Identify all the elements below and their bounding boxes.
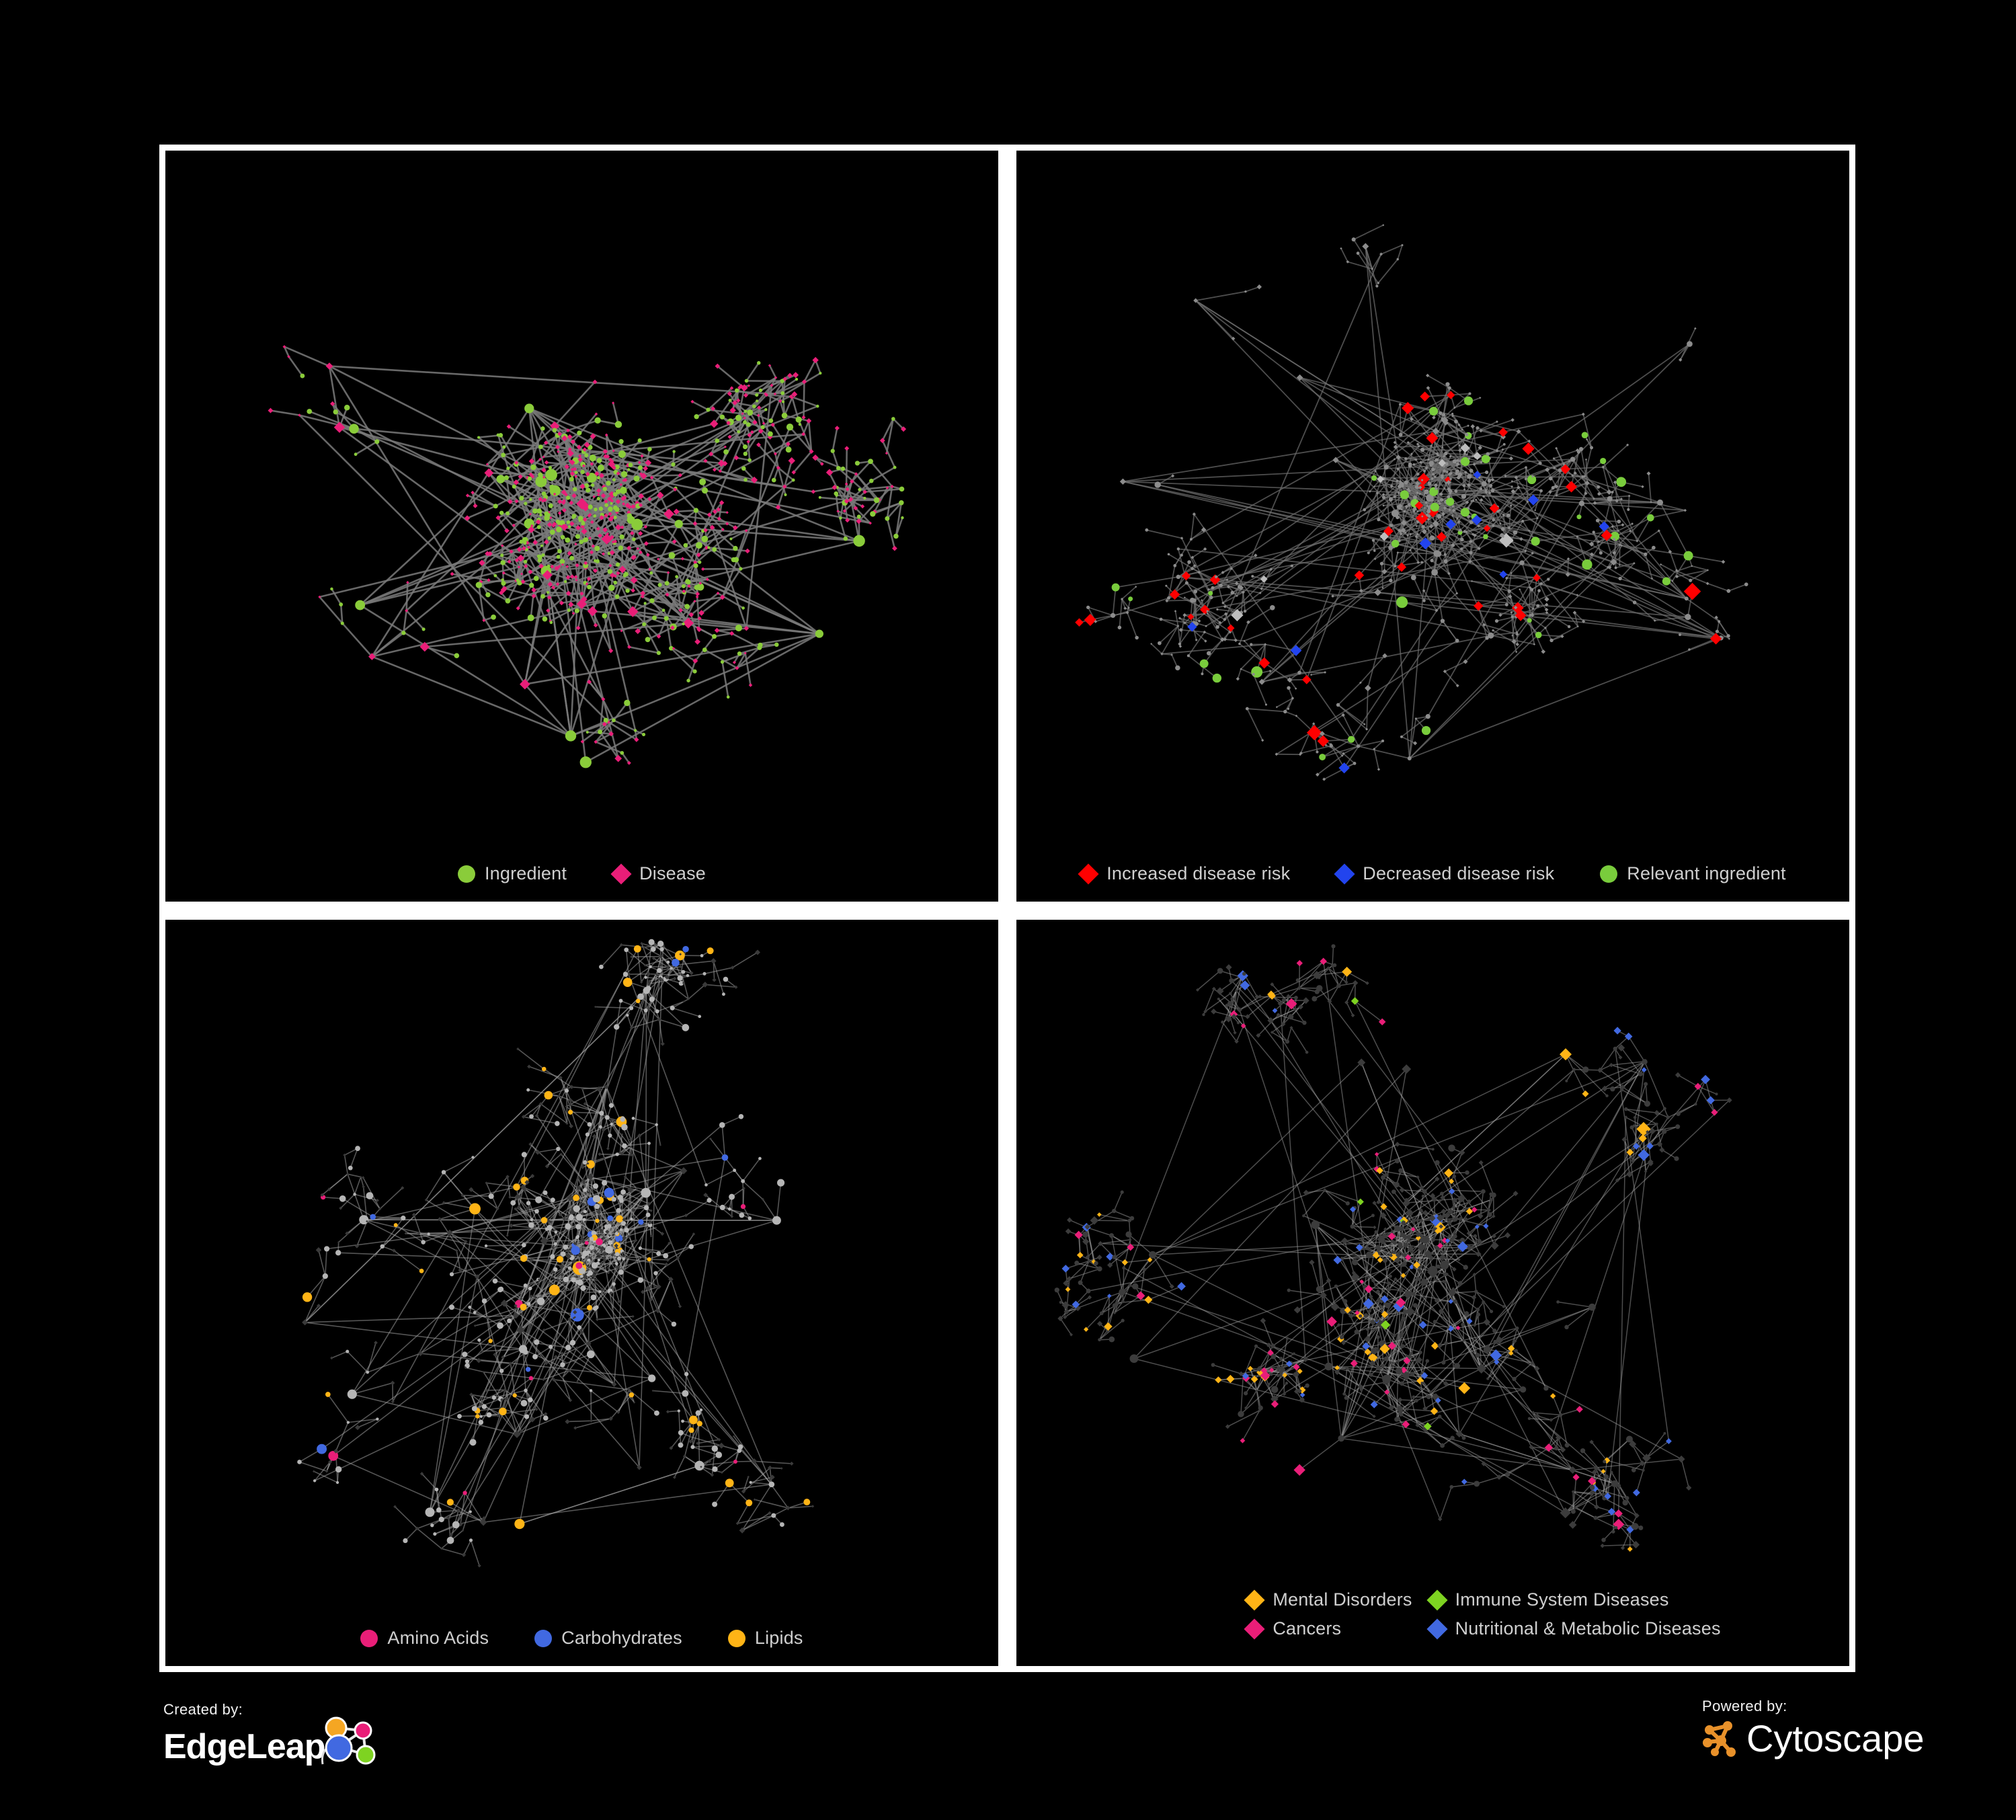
circle-swatch-icon — [457, 865, 475, 883]
edgeleap-nodes-icon — [321, 1716, 375, 1765]
panel-disease-risk[interactable]: Increased disease risk Decreased disease… — [1010, 145, 1855, 908]
legend-label: Mental Disorders — [1273, 1589, 1412, 1610]
cytoscape-logo: Cytoscape — [1701, 1718, 1925, 1759]
legend-item-decreased-disease-risk[interactable]: Decreased disease risk — [1313, 863, 1577, 885]
legend-item-nutritional-metabolic-diseases[interactable]: Nutritional & Metabolic Diseases — [1426, 1618, 1721, 1640]
legend-label: Carbohydrates — [561, 1628, 682, 1648]
legend-item-increased-disease-risk[interactable]: Increased disease risk — [1057, 863, 1313, 885]
legend-label: Nutritional & Metabolic Diseases — [1455, 1618, 1721, 1638]
legend-item-mental-disorders[interactable]: Mental Disorders — [1244, 1589, 1412, 1611]
legend-ingredient-class: Amino Acids Carbohydrates Lipids — [165, 1628, 998, 1649]
diamond-swatch-icon — [1426, 1589, 1448, 1611]
panel-disease-class[interactable]: Mental Disorders Immune System Diseases … — [1010, 914, 1855, 1672]
brand-created-name: EdgeLeap — [163, 1727, 325, 1766]
brand-powered-name: Cytoscape — [1746, 1717, 1925, 1759]
legend-item-ingredient[interactable]: Ingredient — [435, 863, 590, 884]
network-canvas-ingredient-class[interactable] — [165, 920, 998, 1666]
brand-created-by: Created by: EdgeLeap — [163, 1701, 383, 1772]
legend-label: Disease — [639, 863, 707, 883]
legend-item-relevant-ingredient[interactable]: Relevant ingredient — [1577, 863, 1808, 884]
diamond-swatch-icon — [1244, 1589, 1265, 1611]
diamond-swatch-icon — [1426, 1618, 1448, 1640]
brand-created-kicker: Created by: — [163, 1701, 243, 1718]
legend-item-lipids[interactable]: Lipids — [705, 1628, 826, 1649]
legend-item-cancers[interactable]: Cancers — [1244, 1618, 1342, 1640]
brand-powered-kicker: Powered by: — [1702, 1698, 1787, 1714]
legend-label: Lipids — [754, 1628, 803, 1648]
legend-label: Ingredient — [484, 863, 567, 883]
panel-ingredient-disease[interactable]: Ingredient Disease — [159, 145, 1004, 908]
legend-label: Decreased disease risk — [1363, 863, 1555, 883]
brand-powered-by: Powered by: Cytoscape — [1701, 1698, 1925, 1759]
circle-swatch-icon — [1600, 865, 1618, 883]
legend-label: Relevant ingredient — [1627, 863, 1786, 883]
legend-item-carbohydrates[interactable]: Carbohydrates — [512, 1628, 705, 1649]
panel-ingredient-class[interactable]: Amino Acids Carbohydrates Lipids — [159, 914, 1004, 1672]
circle-swatch-icon — [360, 1629, 378, 1647]
legend-item-disease[interactable]: Disease — [590, 863, 729, 885]
legend-label: Amino Acids — [387, 1628, 489, 1648]
legend-disease-class: Mental Disorders Immune System Diseases … — [1016, 1589, 1849, 1640]
circle-swatch-icon — [727, 1629, 745, 1647]
network-nodes — [268, 345, 907, 768]
diamond-swatch-icon — [1334, 863, 1355, 885]
diamond-swatch-icon — [1244, 1618, 1265, 1640]
network-canvas-disease-class[interactable] — [1016, 920, 1849, 1666]
diamond-swatch-icon — [1078, 863, 1099, 885]
circle-swatch-icon — [534, 1629, 553, 1647]
diamond-swatch-icon — [610, 863, 632, 885]
cytoscape-icon — [1703, 1721, 1736, 1757]
legend-item-immune-system-diseases[interactable]: Immune System Diseases — [1426, 1589, 1669, 1611]
legend-label: Cancers — [1273, 1618, 1342, 1638]
edgeleap-logo: EdgeLeap — [163, 1716, 383, 1772]
legend-ingredient-disease: Ingredient Disease — [165, 863, 998, 885]
network-canvas-ingredient-disease[interactable] — [165, 151, 998, 902]
legend-label: Immune System Diseases — [1455, 1589, 1669, 1610]
legend-label: Increased disease risk — [1106, 863, 1291, 883]
network-nodes — [297, 939, 815, 1568]
panel-grid: Ingredient Disease Increased disease ris… — [159, 145, 1855, 1672]
legend-item-amino-acids[interactable]: Amino Acids — [337, 1628, 512, 1649]
network-canvas-disease-risk[interactable] — [1016, 151, 1849, 902]
legend-disease-risk: Increased disease risk Decreased disease… — [1016, 863, 1849, 885]
